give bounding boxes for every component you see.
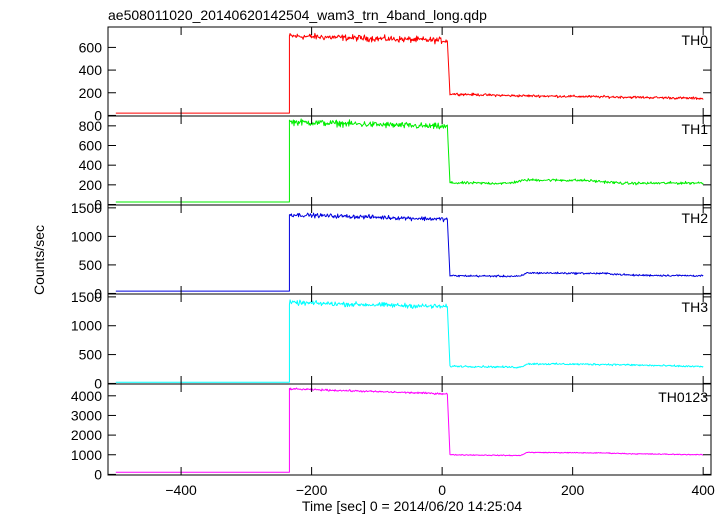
y-tick-label: 600: [79, 138, 103, 154]
panel-label-th0123: TH0123: [658, 389, 708, 405]
y-tick-label: 400: [79, 62, 103, 78]
y-axis-title: Counts/sec: [31, 225, 47, 295]
y-tick-label: 1000: [71, 447, 102, 463]
y-tick-label: 2000: [71, 427, 102, 443]
y-tick-label: 500: [79, 257, 103, 273]
panel-label-th1: TH1: [682, 121, 709, 137]
panel-th0123: 0 1000 2000 3000 4000 TH0123: [71, 383, 712, 482]
panel-frame: [107, 26, 712, 117]
y-tick-label: 400: [79, 157, 103, 173]
series-line-th3: [115, 299, 704, 383]
y-tick-label: 0: [94, 107, 102, 123]
panel-th1: 0 200 400 600 800 TH1: [79, 115, 712, 213]
x-tick-label: −200: [296, 482, 328, 498]
x-axis-title: Time [sec] 0 = 2014/06/20 14:25:04: [302, 498, 522, 514]
y-tick-label: 800: [79, 118, 103, 134]
panels-group: 0 200 400 600 TH0 0 200 400 600 800 TH1 0 500 1000 150…: [71, 26, 715, 498]
x-tick-label: 0: [438, 482, 446, 498]
panel-frame: [107, 293, 712, 385]
y-tick-label: 1500: [71, 200, 102, 216]
y-tick-label: 0: [94, 375, 102, 391]
series-line-th0: [115, 32, 704, 114]
panel-frame: [107, 383, 712, 476]
panel-label-th0: TH0: [682, 32, 709, 48]
panel-frame: [107, 115, 712, 206]
series-line-th1: [115, 118, 704, 203]
x-tick-label: −400: [165, 482, 197, 498]
panel-th0: 0 200 400 600 TH0: [79, 26, 712, 123]
y-tick-label: 0: [94, 197, 102, 213]
y-tick-label: 600: [79, 39, 103, 55]
y-tick-label: 200: [79, 85, 103, 101]
y-tick-label: 500: [79, 347, 103, 363]
y-tick-label: 1500: [71, 289, 102, 305]
panel-label-th2: TH2: [682, 210, 709, 226]
y-tick-label: 1000: [71, 228, 102, 244]
panel-th3: 0 500 1000 1500 TH3: [71, 289, 712, 391]
x-tick-label: 200: [561, 482, 585, 498]
panel-th2: 0 500 1000 1500 TH2: [71, 200, 712, 301]
series-line-th2: [115, 212, 704, 292]
y-tick-label: 1000: [71, 318, 102, 334]
chart-title: ae508011020_20140620142504_wam3_trn_4ban…: [108, 7, 487, 23]
y-tick-label: 4000: [71, 388, 102, 404]
series-line-th0123: [115, 387, 704, 473]
panel-label-th3: TH3: [682, 299, 709, 315]
y-tick-label: 0: [94, 285, 102, 301]
x-tick-label: 400: [691, 482, 715, 498]
y-tick-label: 3000: [71, 407, 102, 423]
y-tick-label: 200: [79, 177, 103, 193]
y-tick-label: 0: [94, 466, 102, 482]
